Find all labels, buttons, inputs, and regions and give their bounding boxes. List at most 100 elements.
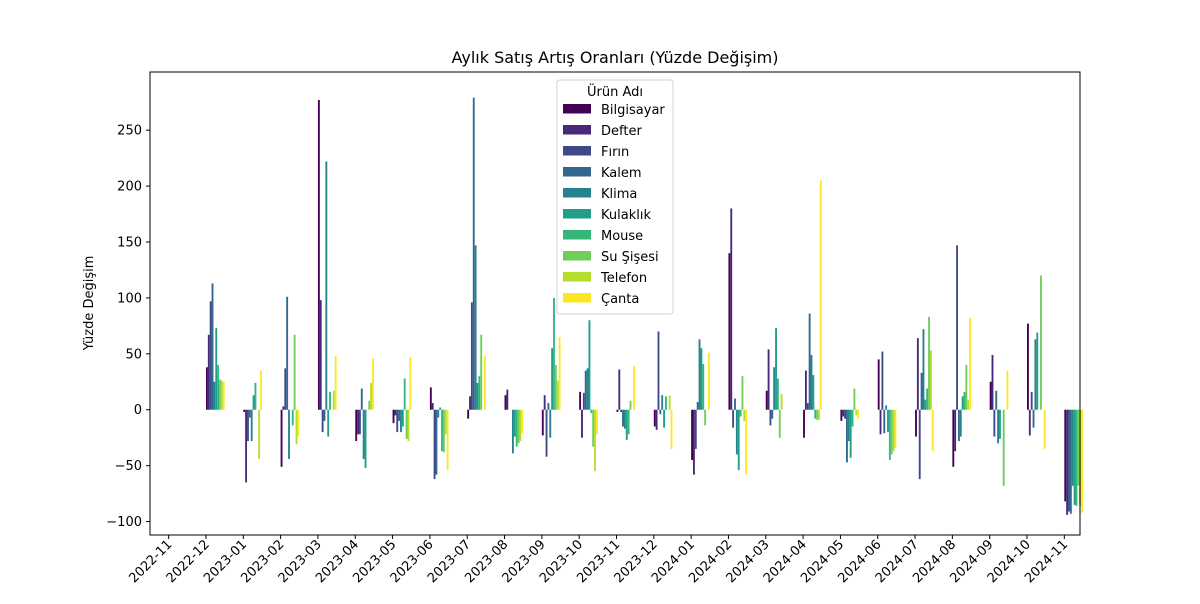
bar <box>370 382 373 410</box>
legend-label: Klima <box>601 187 637 202</box>
bar <box>286 296 289 410</box>
bar <box>881 351 884 410</box>
bar <box>1077 409 1080 486</box>
bar <box>707 352 710 410</box>
legend-swatch <box>563 167 591 177</box>
bar <box>554 365 557 410</box>
bar <box>622 409 624 427</box>
bar <box>623 409 626 429</box>
bar <box>1068 409 1070 512</box>
bar <box>512 409 514 454</box>
bar <box>401 409 404 427</box>
bar <box>668 395 671 410</box>
bar <box>916 338 919 410</box>
bar <box>997 409 1000 444</box>
bar <box>213 381 216 410</box>
bar <box>360 388 363 410</box>
bar <box>541 409 544 436</box>
bar <box>222 381 225 410</box>
bar <box>739 409 742 417</box>
bar <box>926 388 929 410</box>
bar <box>993 409 996 437</box>
bar <box>211 283 214 410</box>
bar <box>1073 409 1076 505</box>
bar <box>735 409 738 455</box>
bar <box>819 180 822 410</box>
bar <box>745 409 748 475</box>
bar <box>967 399 970 410</box>
bar <box>810 354 813 410</box>
bar <box>590 409 593 414</box>
legend-label: Defter <box>601 124 642 139</box>
bar <box>394 409 397 416</box>
bar <box>433 409 436 480</box>
bar <box>887 409 889 433</box>
bar <box>484 356 486 410</box>
y-axis-label: Yüzde Değişim <box>82 256 97 352</box>
bar <box>398 409 401 421</box>
bar <box>480 334 483 410</box>
bar <box>357 409 359 435</box>
y-tick-label: 200 <box>117 180 142 195</box>
bar <box>1066 409 1069 515</box>
legend-label: Mouse <box>601 229 643 244</box>
chart-title: Aylık Satış Artış Oranları (Yüzde Değişi… <box>452 48 779 67</box>
bar <box>808 313 811 410</box>
bar <box>584 370 587 410</box>
legend-label: Kulaklık <box>601 208 651 223</box>
bar <box>586 368 589 410</box>
bar <box>219 379 221 410</box>
bar <box>392 409 395 424</box>
bar <box>319 300 322 410</box>
bar <box>849 409 852 458</box>
bar <box>885 405 888 410</box>
bar <box>877 359 880 410</box>
legend-swatch <box>563 188 591 198</box>
bar <box>579 391 582 410</box>
bar <box>254 382 257 410</box>
bar <box>588 320 591 410</box>
bar <box>1030 391 1033 410</box>
bar <box>633 366 636 410</box>
bar <box>1032 409 1035 428</box>
bar <box>743 409 746 421</box>
bar <box>844 409 847 419</box>
bar <box>472 97 475 410</box>
y-tick-label: −100 <box>106 515 142 530</box>
bar <box>252 395 255 410</box>
bar <box>429 387 432 410</box>
bar <box>207 334 210 410</box>
bar <box>780 394 783 410</box>
bar <box>403 378 406 410</box>
bar <box>409 357 412 410</box>
bar <box>217 365 220 410</box>
legend-title: Ürün Adı <box>587 83 643 100</box>
bar <box>915 409 917 437</box>
bar <box>952 409 955 467</box>
bar <box>696 401 699 410</box>
bar <box>995 390 998 410</box>
bar <box>765 390 768 410</box>
bar <box>467 409 470 419</box>
bar <box>517 409 520 444</box>
bar <box>327 409 330 437</box>
bar <box>812 375 815 410</box>
bar <box>558 337 561 410</box>
bar <box>846 409 848 463</box>
bar <box>582 392 585 410</box>
bar <box>284 368 287 410</box>
bar <box>325 161 328 410</box>
bar <box>1002 409 1005 486</box>
bar <box>594 409 596 472</box>
bar <box>362 409 365 459</box>
bar <box>767 349 770 410</box>
legend-swatch <box>563 146 591 156</box>
legend-swatch <box>563 125 591 135</box>
bar <box>282 406 285 410</box>
bar <box>553 297 555 410</box>
bar <box>437 409 440 418</box>
bar <box>595 409 598 435</box>
bar <box>291 409 294 426</box>
y-tick-label: 150 <box>117 235 142 250</box>
legend-swatch <box>563 230 591 240</box>
